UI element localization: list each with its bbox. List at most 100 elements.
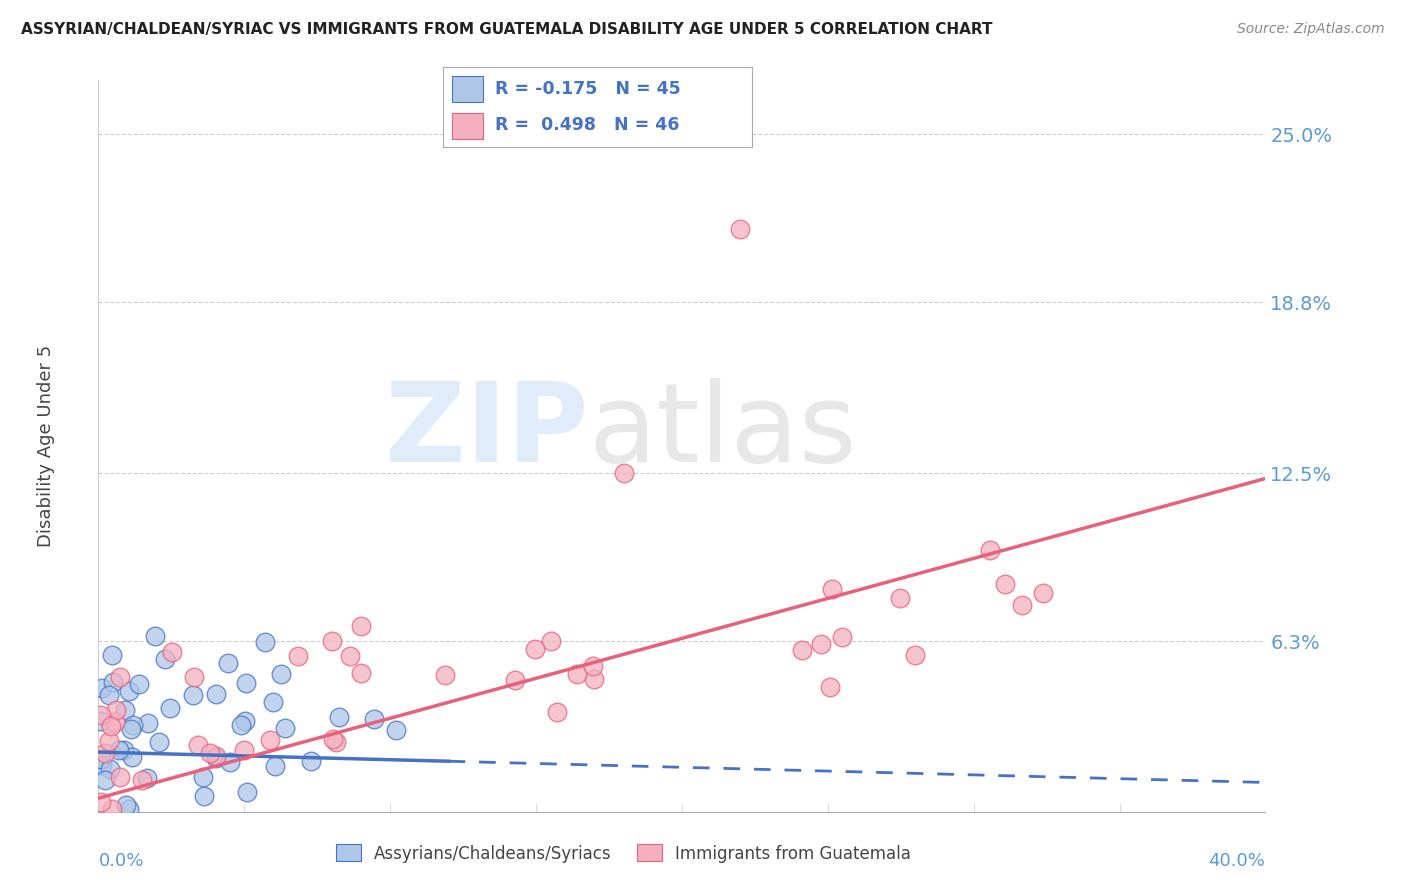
Point	[90, 708, 112, 723]
Point	[159, 701, 181, 715]
Point	[204, 749, 226, 764]
Point	[339, 649, 361, 664]
Point	[98, 763, 121, 777]
Point	[187, 738, 209, 752]
Point	[118, 802, 141, 816]
Point	[270, 667, 292, 681]
Point	[889, 591, 911, 605]
Point	[1011, 598, 1033, 612]
Point	[108, 771, 131, 785]
Point	[118, 683, 141, 698]
Point	[233, 743, 256, 757]
Point	[143, 629, 166, 643]
Point	[218, 756, 240, 770]
Point	[321, 634, 343, 648]
Point	[582, 659, 605, 673]
Point	[810, 638, 832, 652]
Point	[259, 733, 281, 747]
Point	[831, 631, 853, 645]
Point	[524, 642, 547, 657]
Point	[93, 772, 115, 787]
Bar	[453, 112, 484, 139]
Text: ZIP: ZIP	[385, 378, 589, 485]
Point	[904, 648, 927, 662]
Point	[160, 644, 183, 658]
Point	[299, 754, 322, 768]
Point	[583, 672, 606, 686]
Text: atlas: atlas	[589, 378, 858, 485]
Point	[183, 670, 205, 684]
Text: ASSYRIAN/CHALDEAN/SYRIAC VS IMMIGRANTS FROM GUATEMALA DISABILITY AGE UNDER 5 COR: ASSYRIAN/CHALDEAN/SYRIAC VS IMMIGRANTS F…	[21, 22, 993, 37]
Point	[183, 689, 205, 703]
Point	[122, 718, 145, 732]
Point	[90, 795, 112, 809]
Point	[790, 642, 813, 657]
Point	[101, 648, 124, 662]
Point	[979, 543, 1001, 558]
Point	[287, 648, 309, 663]
Point	[434, 667, 457, 681]
Point	[236, 785, 259, 799]
Point	[115, 797, 138, 812]
Point	[114, 703, 136, 717]
Point	[90, 752, 112, 766]
Point	[94, 746, 117, 760]
Point	[112, 743, 135, 757]
Text: Source: ZipAtlas.com: Source: ZipAtlas.com	[1237, 22, 1385, 37]
Text: R =  0.498   N = 46: R = 0.498 N = 46	[495, 116, 681, 134]
Point	[205, 687, 228, 701]
Point	[148, 734, 170, 748]
Point	[325, 735, 347, 749]
Text: Disability Age Under 5: Disability Age Under 5	[37, 345, 55, 547]
Point	[108, 742, 131, 756]
Text: 0.0%: 0.0%	[98, 852, 143, 870]
Point	[612, 466, 634, 480]
Point	[104, 715, 127, 730]
Point	[233, 714, 256, 728]
Point	[350, 665, 373, 680]
Point	[128, 677, 150, 691]
Point	[363, 712, 385, 726]
Point	[322, 732, 344, 747]
Point	[262, 695, 284, 709]
Legend: Assyrians/Chaldeans/Syriacs, Immigrants from Guatemala: Assyrians/Chaldeans/Syriacs, Immigrants …	[329, 838, 918, 869]
Point	[90, 681, 112, 695]
Point	[1032, 586, 1054, 600]
Point	[328, 710, 350, 724]
Point	[235, 676, 257, 690]
Point	[105, 703, 128, 717]
Point	[97, 688, 120, 702]
Point	[108, 670, 131, 684]
Point	[103, 674, 125, 689]
Point	[821, 582, 844, 596]
Point	[200, 746, 222, 760]
Point	[101, 802, 124, 816]
Point	[131, 773, 153, 788]
Point	[229, 717, 252, 731]
Point	[254, 635, 277, 649]
Point	[385, 723, 408, 738]
Point	[120, 722, 142, 736]
Point	[730, 222, 752, 236]
Point	[994, 576, 1017, 591]
Point	[90, 758, 112, 772]
Point	[90, 714, 112, 729]
Point	[98, 734, 121, 748]
Point	[264, 758, 287, 772]
Point	[204, 750, 226, 764]
Bar	[453, 76, 484, 103]
Point	[818, 680, 841, 694]
Point	[217, 657, 239, 671]
Point	[100, 719, 122, 733]
Point	[193, 789, 215, 803]
Point	[350, 619, 373, 633]
Text: 40.0%: 40.0%	[1209, 852, 1265, 870]
Text: R = -0.175   N = 45: R = -0.175 N = 45	[495, 80, 682, 98]
Point	[153, 652, 176, 666]
Point	[540, 634, 562, 648]
Point	[135, 771, 157, 785]
Point	[274, 721, 297, 735]
Point	[503, 673, 526, 687]
Point	[136, 715, 159, 730]
Point	[193, 770, 215, 784]
